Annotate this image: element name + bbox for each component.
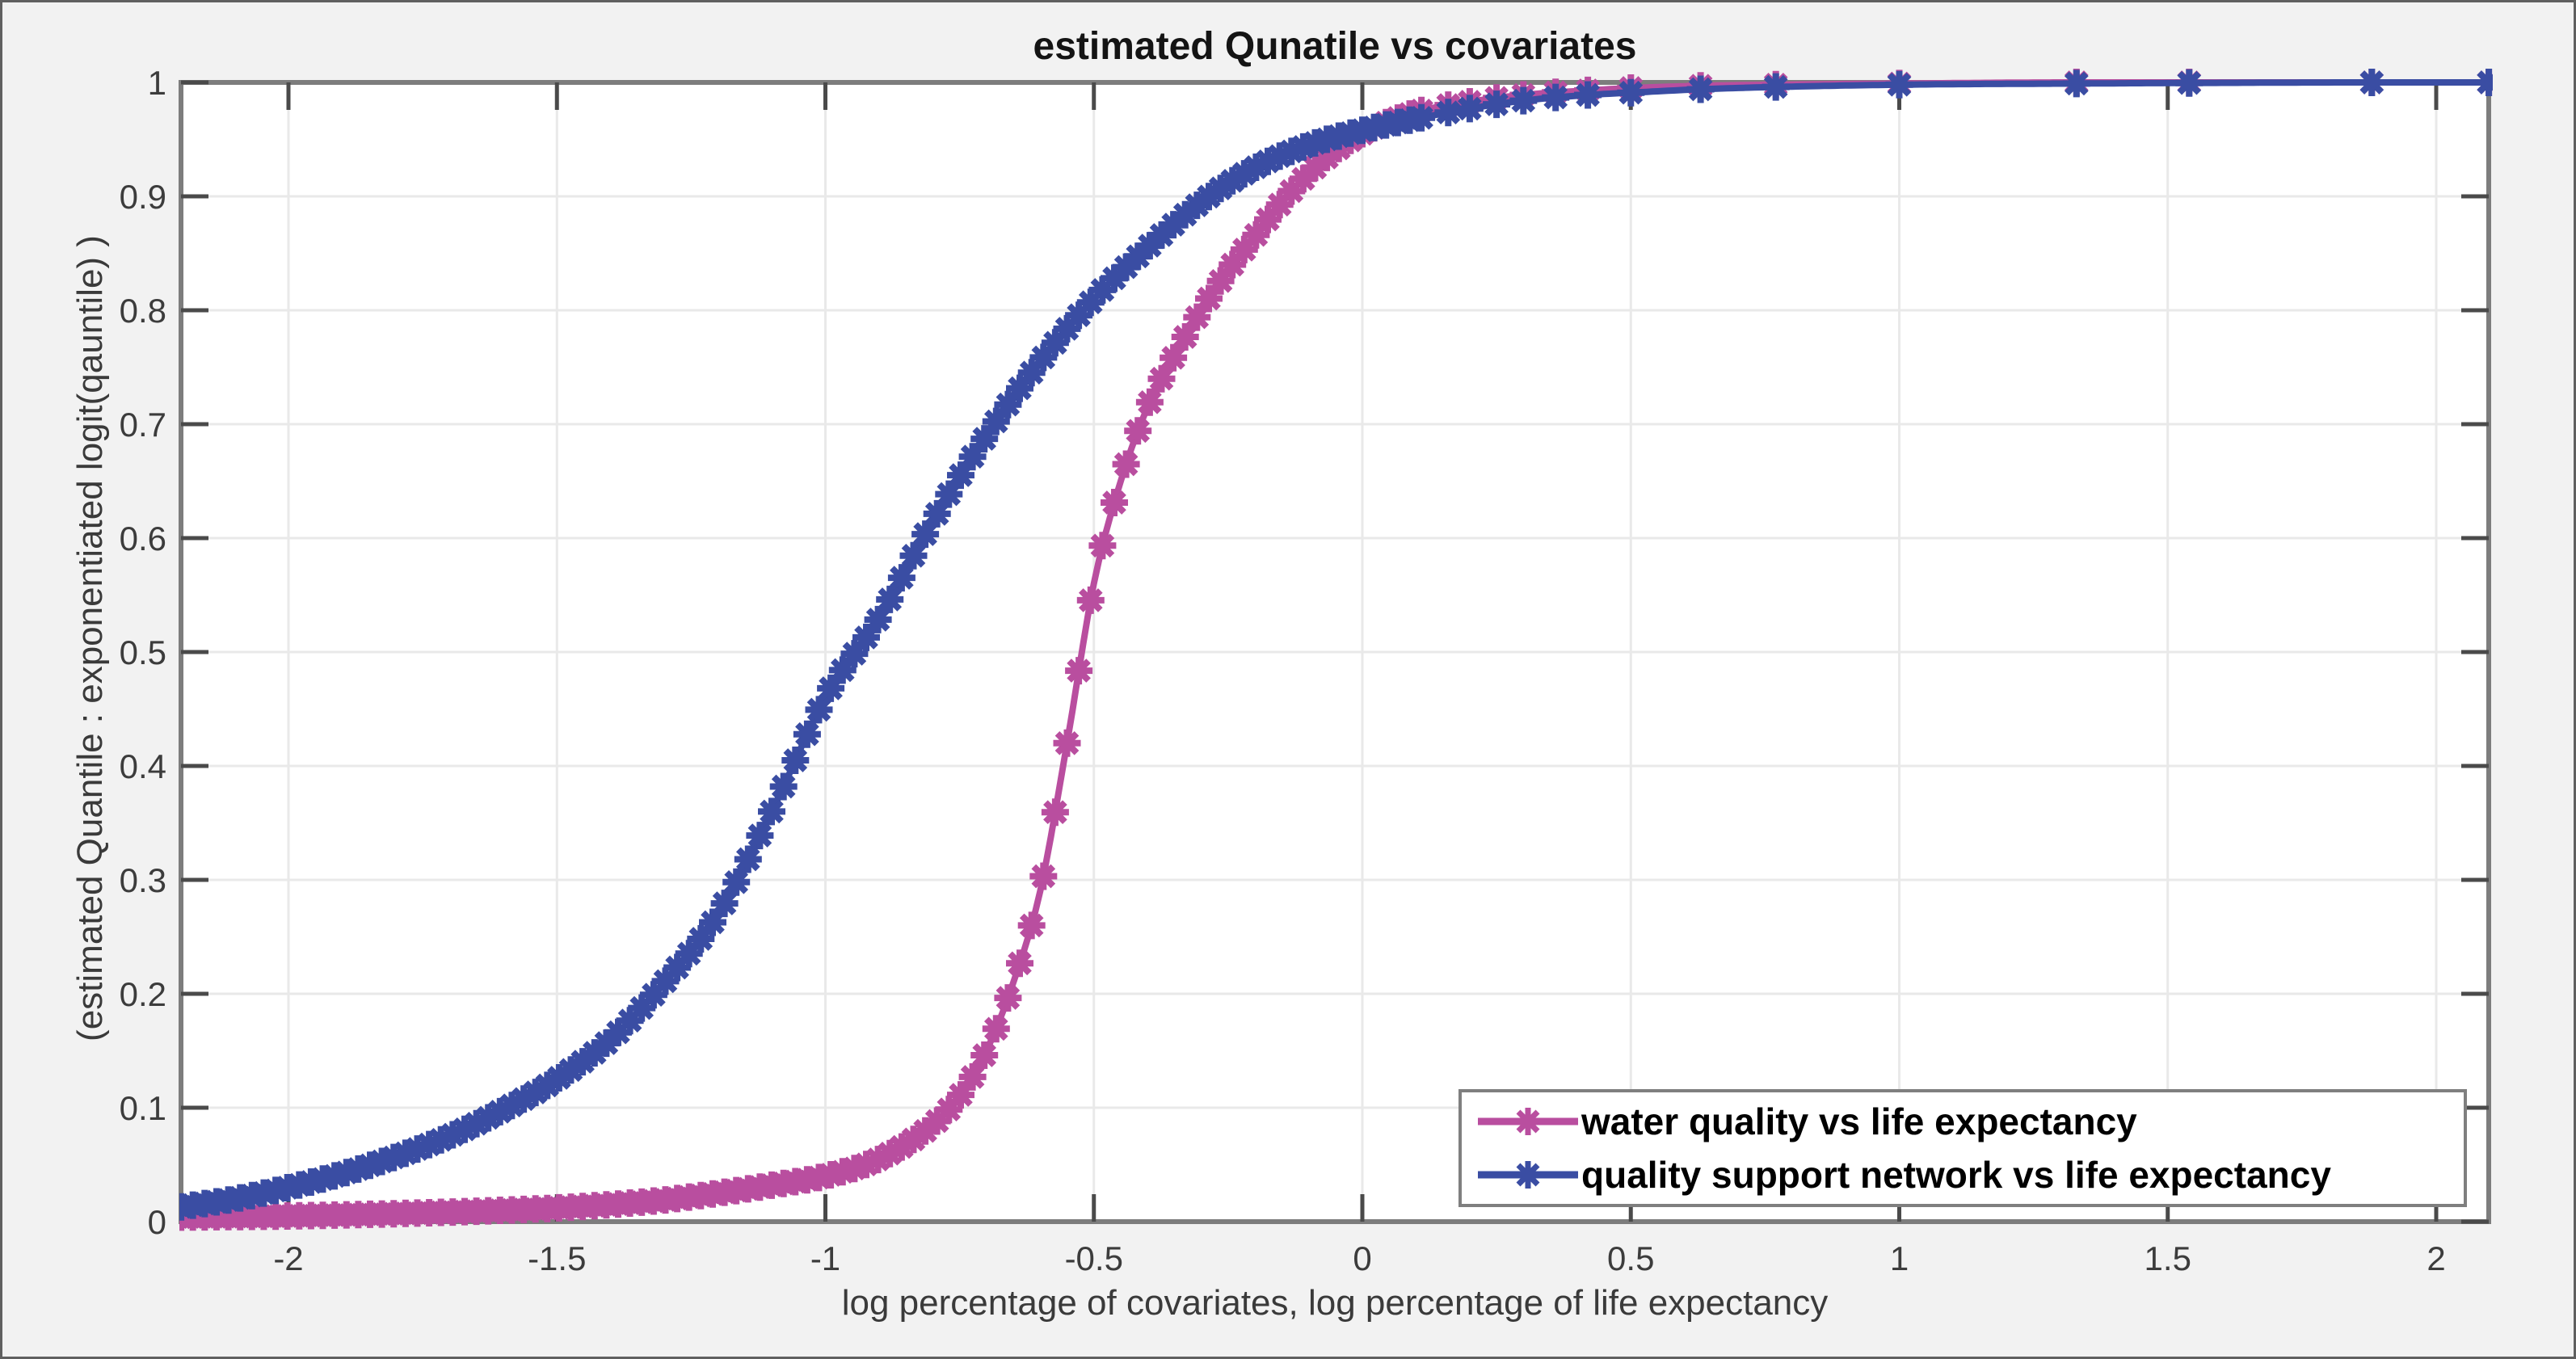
- y-tick-label: 0.6: [120, 520, 166, 557]
- series-quality-support-network-markers: [179, 69, 2493, 1221]
- line-asterisk-marker-icon: [1478, 1107, 1578, 1135]
- x-axis-label: log percentage of covariates, log percen…: [841, 1283, 1829, 1323]
- y-tick-labels: 0 0.1 0.2 0.3 0.4 0.5 0.6 0.7 0.8 0.9 1: [120, 64, 166, 1241]
- y-tick-label: 0.2: [120, 975, 166, 1013]
- y-tick-label: 0.1: [120, 1089, 166, 1127]
- legend: water quality vs life expectancy quality…: [1458, 1089, 2467, 1207]
- x-tick-labels: -2 -1.5 -1 -0.5 0 0.5 1 1.5 2: [273, 1239, 2445, 1277]
- x-tick-label: -1.5: [528, 1239, 586, 1277]
- y-tick-label: 0.3: [120, 861, 166, 899]
- legend-label: quality support network vs life expectan…: [1581, 1154, 2331, 1197]
- y-tick-label: 0.8: [120, 292, 166, 330]
- chart-title: estimated Qunatile vs covariates: [1033, 25, 1637, 68]
- y-tick-label: 0.7: [120, 406, 166, 444]
- x-tick-label: -2: [273, 1239, 303, 1277]
- x-tick-label: 0.5: [1607, 1239, 1654, 1277]
- legend-item-quality-support-network: quality support network vs life expectan…: [1475, 1150, 2464, 1200]
- line-asterisk-marker-icon: [1478, 1161, 1578, 1189]
- legend-item-water-quality: water quality vs life expectancy: [1475, 1096, 2464, 1147]
- y-axis-label: (estimated Quantile : exponentiated logi…: [70, 235, 110, 1041]
- y-tick-label: 0: [148, 1203, 166, 1241]
- x-tick-label: -0.5: [1065, 1239, 1123, 1277]
- y-tick-label: 1: [148, 64, 166, 102]
- legend-label: water quality vs life expectancy: [1581, 1100, 2137, 1142]
- x-tick-label: 1.5: [2145, 1239, 2191, 1277]
- y-tick-label: 0.4: [120, 747, 166, 785]
- x-tick-label: -1: [810, 1239, 840, 1277]
- x-tick-label: 1: [1890, 1239, 1909, 1277]
- series-quality-support-network: [179, 69, 2493, 1221]
- x-tick-label: 0: [1353, 1239, 1371, 1277]
- y-tick-label: 0.5: [120, 633, 166, 671]
- x-tick-label: 2: [2427, 1239, 2445, 1277]
- y-tick-label: 0.9: [120, 178, 166, 216]
